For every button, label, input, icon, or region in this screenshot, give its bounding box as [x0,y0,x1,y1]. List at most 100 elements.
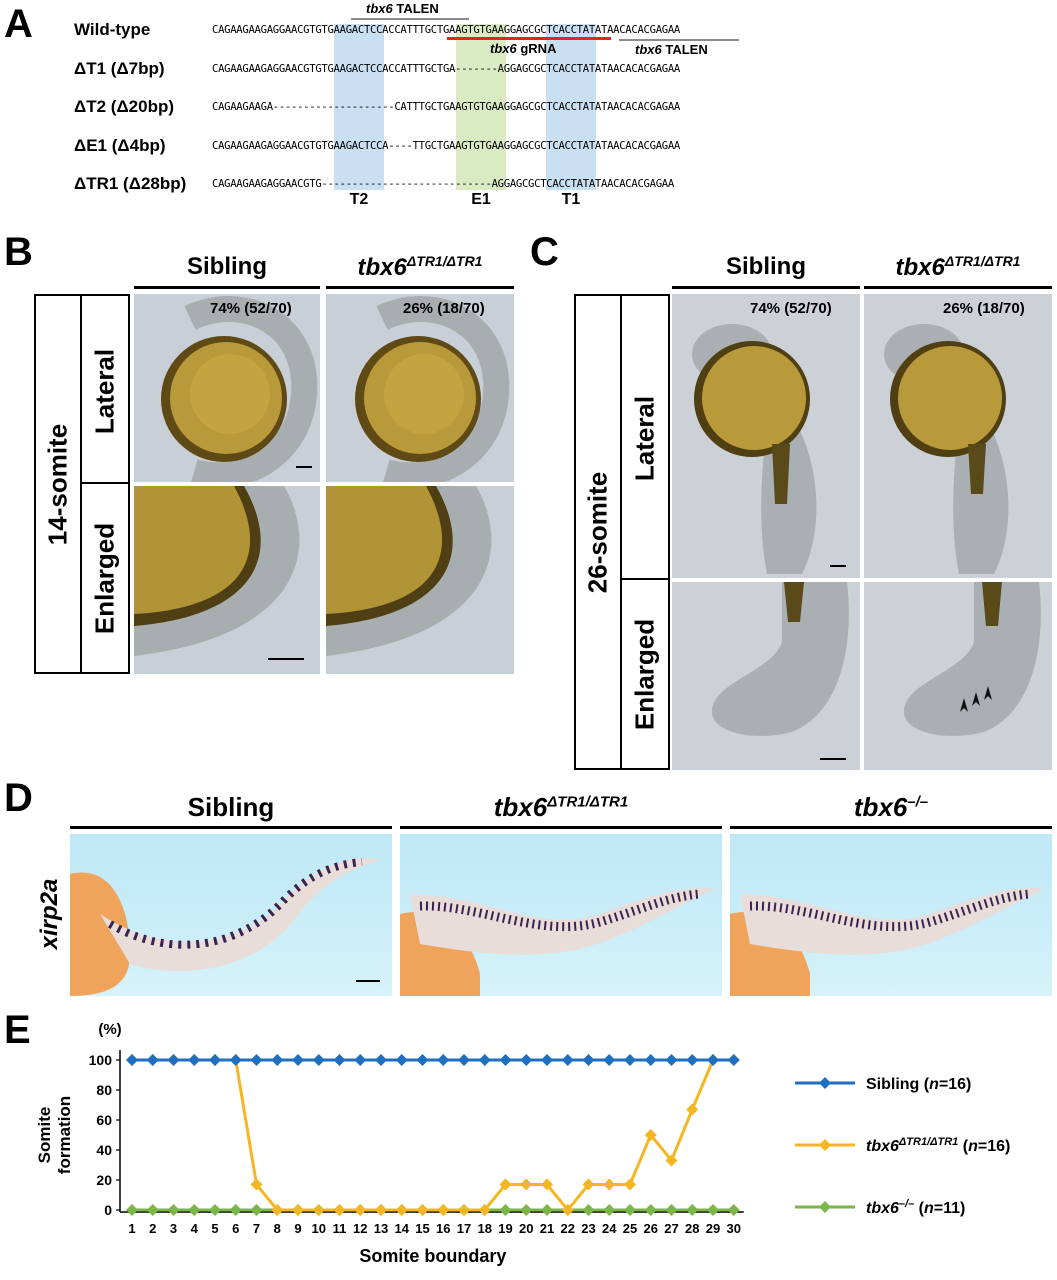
series-2-point [499,1204,512,1216]
legend-marker-1 [819,1139,831,1151]
region-label-e1: E1 [471,191,491,208]
legend-marker-2 [819,1201,831,1213]
d-col-sibling: Sibling [187,792,275,822]
seq-label-e1: ΔE1 (Δ4bp) [74,136,166,155]
c-scalebar-2 [820,758,846,760]
x-tick-label: 2 [149,1221,156,1236]
series-0-point [333,1054,346,1066]
series-0-point [250,1054,263,1066]
b-col-mutant-sup: ΔTR1/ΔTR1 [406,253,483,269]
y-tick-label: 20 [96,1172,112,1188]
series-1-point [561,1204,574,1216]
series-1-point [499,1178,512,1191]
d-rule-3 [730,826,1052,829]
b-pct-mutant: 26% (18/70) [403,300,485,317]
t2-highlight [334,24,384,190]
series-2-point [520,1204,533,1216]
x-tick-label: 3 [170,1221,177,1236]
series-0-point [561,1054,574,1066]
y-label-line1: Somite [35,1107,54,1164]
series-2-point [541,1204,553,1216]
y-tick-label: 60 [96,1112,112,1128]
y-tick-label: 80 [96,1082,112,1098]
x-tick-label: 12 [353,1221,367,1236]
series-1-point [354,1204,367,1216]
b-mutant-lateral-image [326,294,514,482]
series-1-point [416,1204,429,1216]
series-1-point [665,1154,678,1167]
talen-label-right: tbx6 TALEN [635,42,708,57]
talen-bar-right [619,39,739,41]
panel-label-c: C [530,230,559,274]
b-sibling-lateral-image [134,294,320,482]
series-0-point [686,1054,699,1066]
legend-marker-0 [819,1077,831,1089]
d-rule-1 [70,826,392,829]
series-0-point [229,1054,242,1066]
c-col-mutant-base: tbx6 [895,254,945,281]
talen-label-left: tbx6 TALEN [366,1,439,16]
series-0-point [292,1054,304,1066]
x-tick-label: 22 [561,1221,575,1236]
series-2-point [624,1204,636,1216]
c-mutant-lateral-embryo [884,324,1009,574]
series-0-point [520,1054,533,1066]
d-col-mutant-base: tbx6 [493,792,548,822]
series-2-point [146,1204,159,1216]
x-tick-label: 19 [498,1221,512,1236]
series-0-point [188,1054,201,1066]
c-pct-sibling: 74% (52/70) [750,300,832,317]
c-sibling-enlarged-embryo [712,582,849,736]
series-0-point [603,1054,616,1066]
series-1-point [644,1129,657,1141]
b-rule-1 [134,286,320,289]
series-1-point [686,1103,699,1116]
grna-label: tbx6 gRNA [490,41,556,56]
series-2-point [727,1204,740,1216]
x-tick-label: 21 [540,1221,554,1236]
c-pct-mutant: 26% (18/70) [943,300,1025,317]
talen-suffix-right: TALEN [661,42,708,57]
series-0-point [665,1054,678,1066]
c-sibling-lateral-image [672,294,860,578]
d-null-embryo [730,888,1045,996]
legend-label-1: tbx6ΔTR1/ΔTR1 (n=16) [866,1136,1010,1155]
x-tick-label: 4 [191,1221,199,1236]
series-1-point [603,1178,616,1191]
series-0-point [582,1054,595,1066]
series-2-point [188,1204,201,1216]
d-mutant-image [400,834,722,996]
y-unit: (%) [98,1021,121,1038]
y-tick-label: 40 [96,1142,112,1158]
c-row1-label: Lateral [629,395,660,482]
seq-t1: CAGAAGAAGAGGAACGTGTGAAGACTCCACCATTTGCTGA… [212,63,681,75]
c-row-box-2 [620,578,670,770]
grna-suffix: gRNA [516,41,557,56]
seq-t2: CAGAAGAAGA--------------------CATTTGCTGA… [212,101,681,113]
seq-label-wt: Wild-type [74,20,151,39]
series-1-point [541,1178,553,1191]
series-0-point [541,1054,553,1066]
series-1-point [375,1204,387,1216]
series-1-point [271,1204,284,1216]
c-col-mutant-sup: ΔTR1/ΔTR1 [944,253,1021,269]
d-sibling-embryo [70,858,382,996]
series-0-point [395,1054,408,1066]
x-label: Somite boundary [359,1246,506,1266]
talen-bar-left [351,18,469,20]
d-null-image [730,834,1052,996]
x-tick-label: 16 [436,1221,450,1236]
series-2-point [250,1204,263,1216]
x-tick-label: 20 [519,1221,533,1236]
series-0-point [375,1054,387,1066]
d-col-mutant: tbx6ΔTR1/ΔTR1 [400,792,722,823]
d-scalebar [356,980,380,982]
x-tick-label: 14 [395,1221,410,1236]
d-col-mutant-sup: ΔTR1/ΔTR1 [547,793,629,811]
d-rule-2 [400,826,722,829]
region-label-t1-visible: T1 [561,191,581,208]
d-col-null: tbx6–/– [730,792,1052,823]
d-col-null-base: tbx6 [853,792,908,822]
b-sibling-enlarged-embryo [134,486,300,656]
